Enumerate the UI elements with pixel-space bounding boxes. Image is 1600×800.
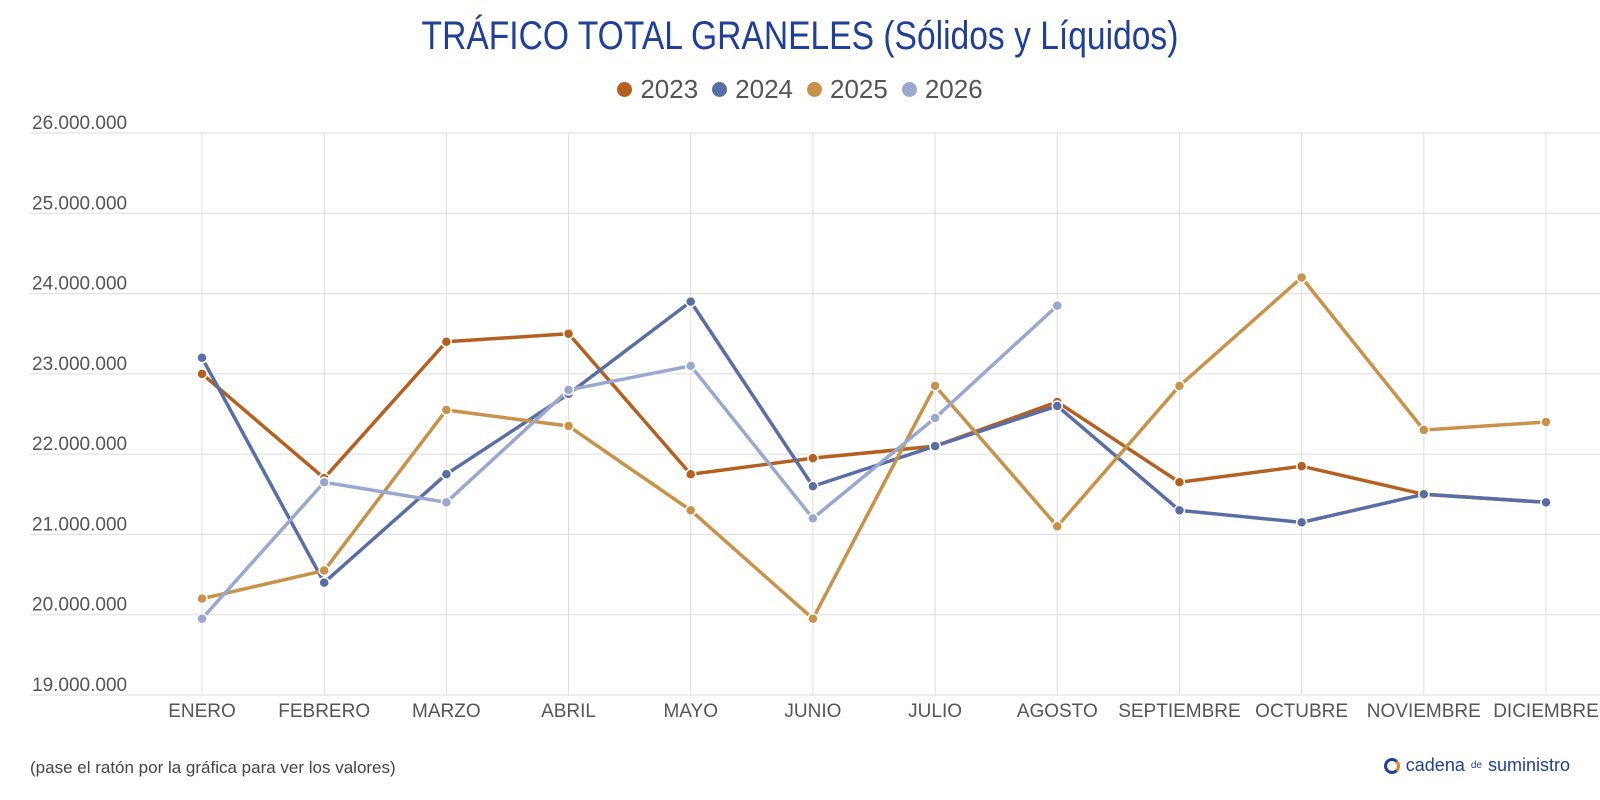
series-line-2023[interactable] [200, 331, 1547, 505]
data-point-2024[interactable] [196, 352, 208, 364]
x-tick-label: MAYO [663, 701, 718, 722]
data-point-2025[interactable] [440, 404, 453, 416]
data-point-2026[interactable] [440, 496, 453, 509]
series-line-2025[interactable] [201, 275, 1547, 621]
data-point-2024[interactable] [1173, 504, 1186, 517]
data-point-2025[interactable] [929, 380, 941, 392]
data-point-2025[interactable] [1418, 424, 1430, 436]
brand-logo: cadena de suministro [1383, 755, 1570, 776]
data-point-2024[interactable] [684, 295, 697, 308]
data-point-2025[interactable] [684, 504, 697, 517]
data-point-2025[interactable] [1173, 380, 1186, 392]
data-point-2023[interactable] [440, 335, 453, 348]
data-point-2025[interactable] [196, 592, 208, 605]
data-point-2026[interactable] [562, 384, 575, 396]
data-point-2024[interactable] [1540, 496, 1552, 509]
data-point-2024[interactable] [807, 480, 819, 493]
data-point-2026[interactable] [196, 612, 208, 625]
y-tick-label: 21.000.000 [32, 514, 127, 535]
y-tick-label: 24.000.000 [32, 274, 127, 295]
x-tick-label: SEPTIEMBRE [1118, 701, 1240, 722]
line-chart[interactable]: 19.000.000 20.000.000 21.000.000 22.000.000… [0, 0, 1600, 740]
brand-text-3: suministro [1487, 755, 1570, 775]
data-point-2025[interactable] [1540, 416, 1552, 428]
data-point-2023[interactable] [1173, 476, 1186, 488]
x-tick-label: AGOSTO [1017, 701, 1098, 722]
y-tick-label: 26.000.000 [32, 113, 127, 134]
data-point-2025[interactable] [318, 564, 330, 577]
x-tick-label: ABRIL [541, 701, 596, 722]
legend: 2023 2024 2025 2026 [0, 74, 1600, 105]
x-tick-label: JUNIO [784, 701, 841, 722]
x-tick-label: DICIEMBRE [1493, 701, 1599, 722]
legend-label: 2024 [735, 74, 793, 104]
data-point-2024[interactable] [1418, 488, 1430, 501]
series-line-2024[interactable] [200, 299, 1547, 585]
y-tick-label: 20.000.000 [32, 595, 127, 616]
legend-dot-icon [617, 82, 633, 97]
y-tick-label: 22.000.000 [32, 434, 127, 455]
data-point-2026[interactable] [684, 360, 697, 372]
legend-item-2023[interactable]: 2023 [617, 74, 698, 105]
y-tick-label: 25.000.000 [32, 193, 127, 214]
legend-item-2024[interactable]: 2024 [712, 74, 793, 105]
data-point-2024[interactable] [318, 576, 330, 589]
legend-item-2026[interactable]: 2026 [901, 74, 983, 105]
data-point-2024[interactable] [440, 468, 453, 480]
x-tick-label: ENERO [168, 701, 236, 722]
cycle-arrow-icon [1383, 757, 1400, 774]
x-tick-label: FEBRERO [278, 701, 370, 722]
x-tick-label: MARZO [412, 701, 481, 722]
brand-text-2: de [1470, 760, 1482, 771]
data-point-2025[interactable] [1051, 520, 1064, 533]
series-line-2026[interactable] [200, 304, 1059, 620]
data-point-2023[interactable] [196, 368, 208, 380]
data-point-2024[interactable] [1295, 516, 1308, 529]
data-point-2023[interactable] [562, 327, 575, 340]
data-point-2023[interactable] [684, 468, 697, 480]
y-tick-label: 19.000.000 [32, 675, 127, 696]
legend-label: 2023 [640, 74, 699, 104]
data-point-2026[interactable] [318, 476, 330, 488]
footnote: (pase el ratón por la gráfica para ver l… [30, 758, 396, 777]
legend-item-2025[interactable]: 2025 [807, 74, 888, 105]
legend-label: 2026 [924, 74, 983, 104]
data-point-2026[interactable] [807, 512, 819, 525]
data-point-2025[interactable] [807, 612, 819, 625]
data-point-2026[interactable] [1051, 299, 1064, 312]
legend-dot-icon [807, 82, 822, 97]
data-point-2024[interactable] [929, 440, 941, 452]
data-point-2025[interactable] [562, 420, 575, 432]
legend-dot-icon [901, 82, 917, 97]
data-point-2025[interactable] [1295, 271, 1308, 284]
y-tick-label: 23.000.000 [32, 354, 127, 375]
data-point-2024[interactable] [1051, 400, 1064, 412]
x-tick-label: JULIO [908, 701, 962, 722]
x-tick-label: OCTUBRE [1255, 701, 1348, 722]
brand-text-1: cadena [1405, 755, 1465, 775]
data-point-2023[interactable] [807, 452, 819, 464]
legend-dot-icon [712, 82, 728, 97]
data-point-2026[interactable] [929, 412, 941, 424]
chart-title: TRÁFICO TOTAL GRANELES (Sólidos y Líquid… [421, 14, 1179, 58]
x-tick-label: NOVIEMBRE [1367, 701, 1481, 722]
legend-label: 2025 [830, 74, 888, 104]
data-point-2023[interactable] [1295, 460, 1308, 472]
